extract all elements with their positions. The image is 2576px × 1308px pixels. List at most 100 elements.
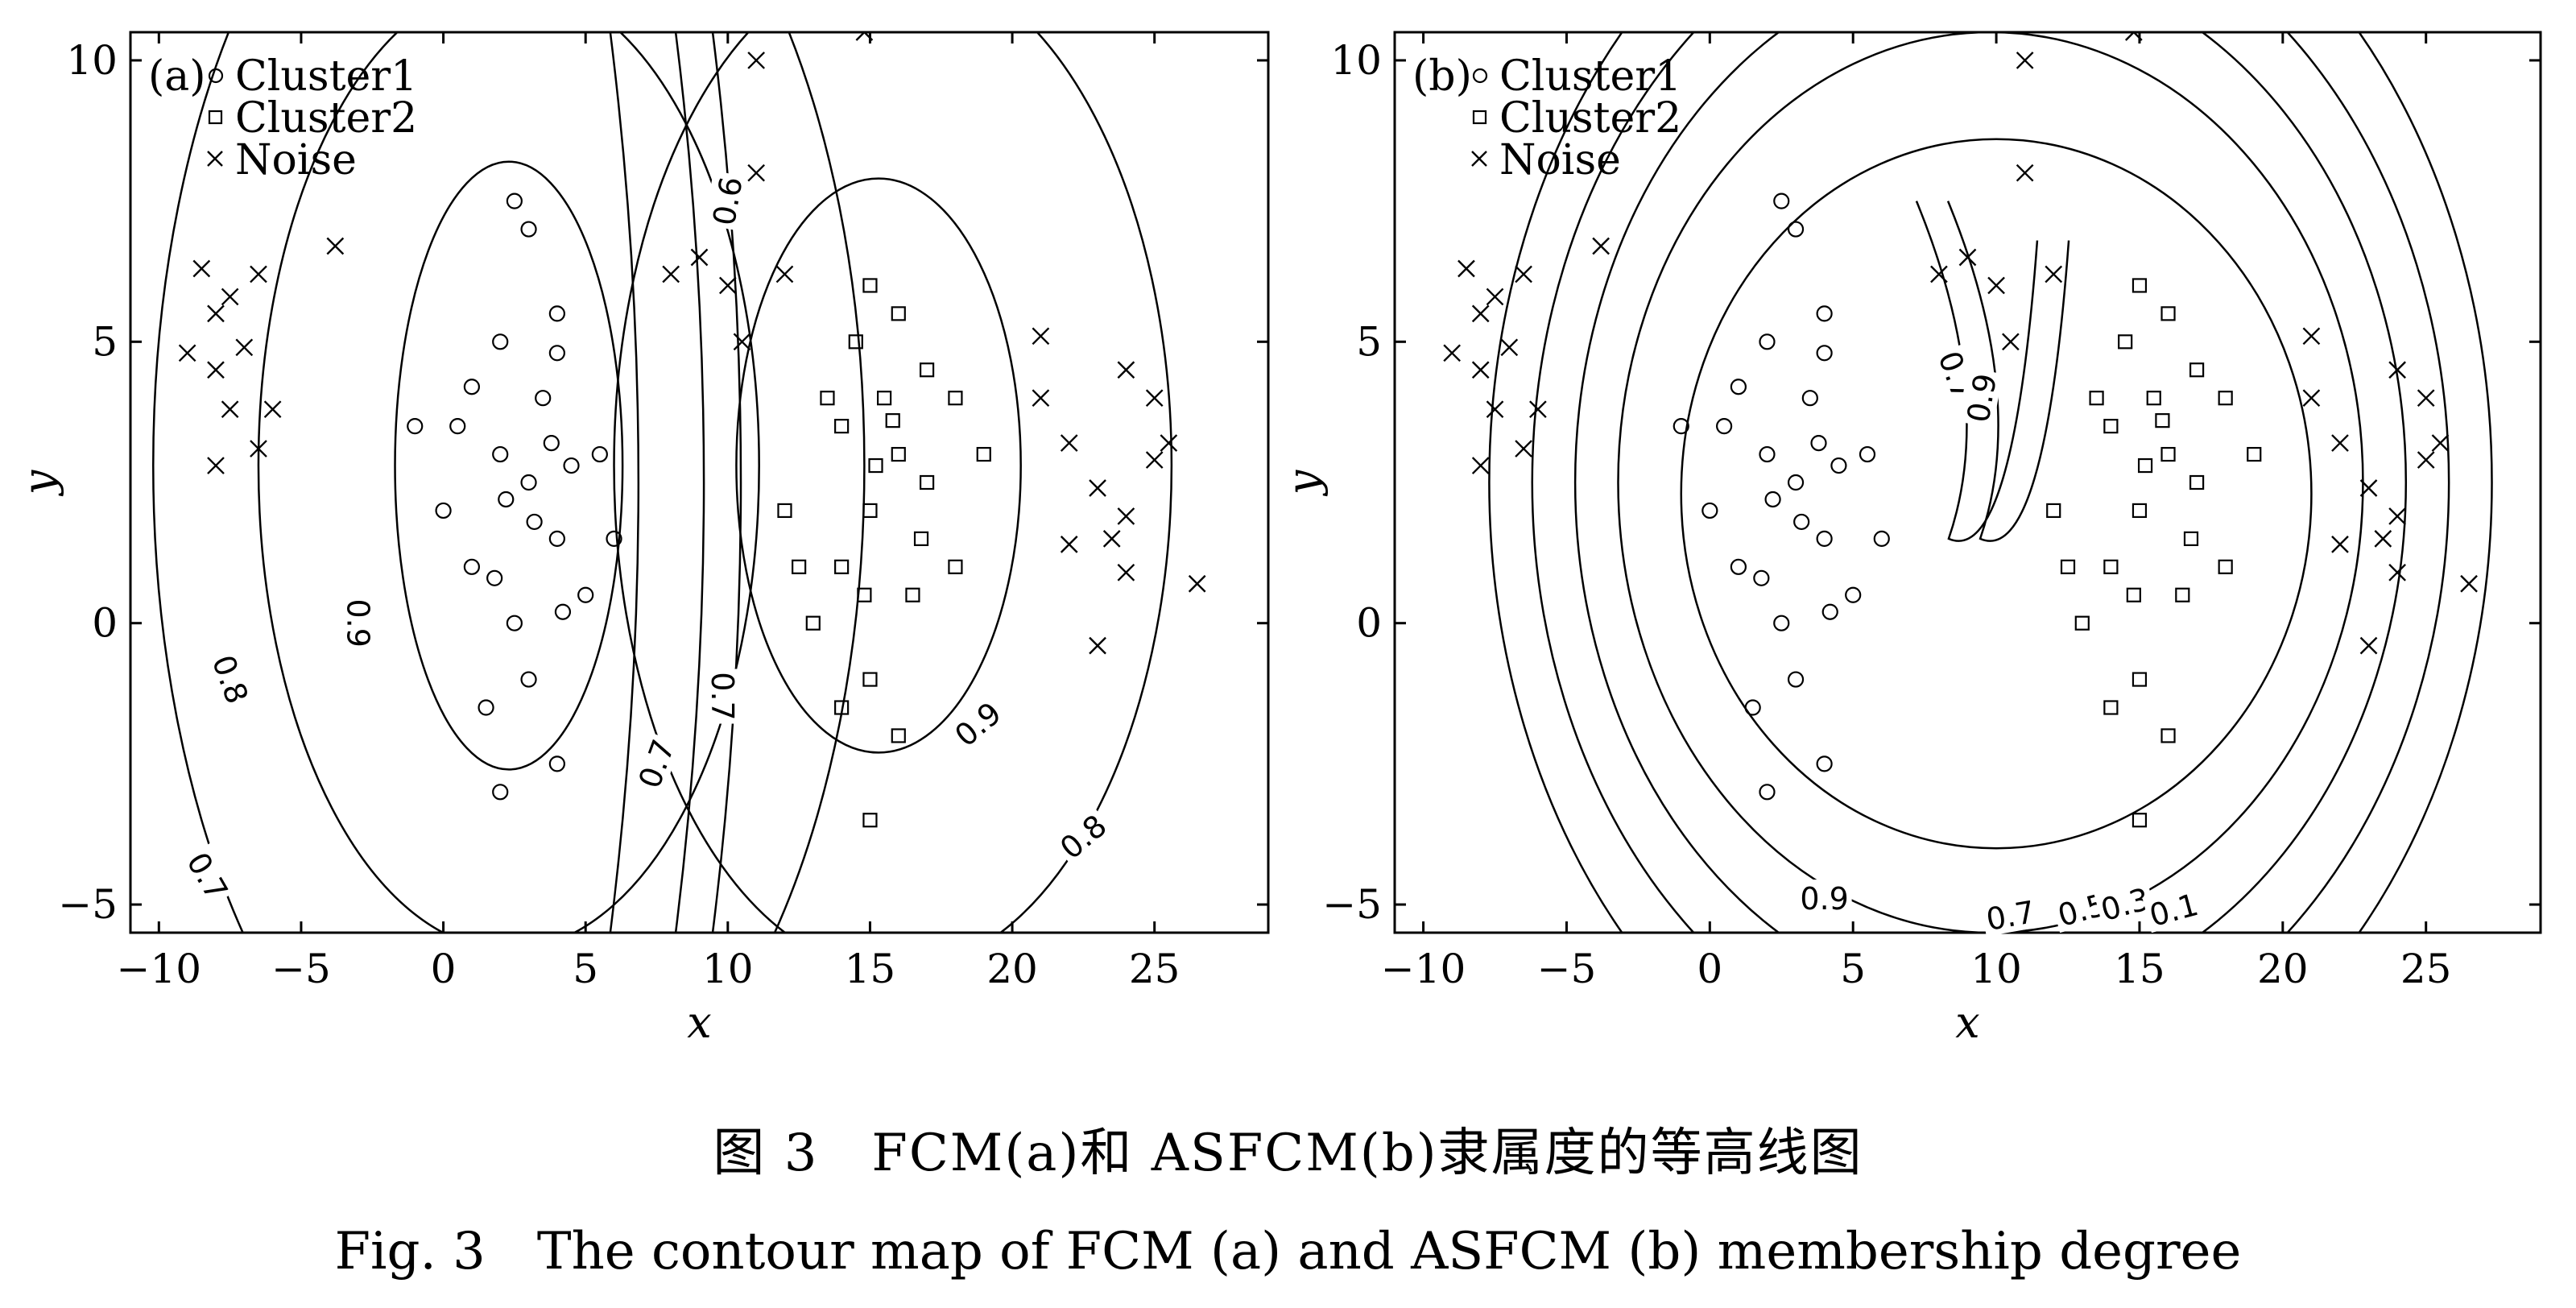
cluster2-point [2074, 615, 2090, 631]
noise-point [1471, 304, 1490, 323]
y-tick-label: 0 [1356, 600, 1382, 647]
noise-point [855, 32, 874, 41]
legend-symbol-square [1472, 110, 1487, 125]
cluster1-point [1845, 586, 1862, 603]
noise-point [690, 248, 709, 267]
noise-point [2124, 32, 2143, 41]
contour-label-bg [1797, 880, 1852, 916]
cluster1-point [1773, 615, 1790, 631]
contour-label-bg [2094, 879, 2156, 928]
noise-point [1529, 400, 1547, 419]
contour-label: 0.9 [1960, 371, 2003, 425]
cluster2-point [2218, 559, 2233, 574]
noise-point [221, 400, 239, 419]
cluster1-point [478, 699, 494, 716]
cluster2-point [862, 503, 878, 519]
noise-point [207, 304, 225, 323]
cluster2-point [2046, 503, 2061, 519]
contour-label: 0.6 [706, 174, 750, 228]
noise-point [733, 333, 751, 351]
y-tick-label: 10 [1330, 37, 1382, 84]
noise-point [1188, 574, 1206, 593]
cluster1-point [563, 457, 580, 474]
noise-point [1160, 434, 1178, 452]
cluster2-point [2183, 531, 2199, 546]
noise-point [2331, 536, 2349, 553]
cluster1-point [449, 418, 466, 435]
noise-point [2002, 333, 2020, 351]
noise-point [2388, 361, 2406, 379]
contour-line [735, 177, 1022, 754]
cluster1-point [591, 445, 608, 463]
cluster2-point [2118, 334, 2133, 350]
cluster1-point [1816, 305, 1833, 322]
noise-point [1089, 636, 1106, 655]
cluster2-point [2160, 306, 2176, 321]
noise-point [1443, 344, 1461, 362]
contour-lines [152, 32, 1173, 933]
cluster2-point [2103, 419, 2119, 434]
legend-symbol-circle [208, 68, 224, 84]
contour-label-bg [629, 731, 681, 796]
plot-frame [129, 31, 1270, 934]
cluster1-point [506, 615, 523, 631]
cluster2-point [2247, 446, 2262, 462]
noise-point [718, 276, 737, 295]
cluster1-point [520, 671, 537, 688]
contour-line [1915, 201, 2039, 542]
noise-point [1458, 259, 1475, 278]
cluster1-point [1821, 603, 1838, 620]
contour-line [257, 32, 760, 933]
data-points [178, 32, 1206, 828]
x-tick-label: 5 [573, 946, 598, 992]
x-tick-label: 0 [431, 946, 457, 992]
noise-point [1145, 389, 1164, 408]
noise-point [662, 265, 680, 284]
cluster1-point [1759, 784, 1776, 801]
cluster2-point [805, 615, 821, 631]
cluster2-point [777, 503, 792, 519]
cluster1-point [1730, 558, 1747, 575]
noise-point [1060, 536, 1078, 553]
cluster1-point [1716, 418, 1733, 435]
cluster2-point [891, 728, 906, 743]
panel-label: (b) [1412, 52, 1472, 101]
contour-label-bg [945, 692, 1010, 755]
cluster1-point [407, 418, 424, 435]
cluster2-point [2160, 446, 2176, 462]
cluster2-point [820, 391, 835, 406]
legend-symbol-circle [1472, 68, 1488, 84]
noise-point [178, 344, 196, 362]
cluster1-point [1730, 379, 1747, 395]
data-points [1443, 32, 2478, 828]
contour-line [674, 32, 705, 933]
cluster1-point [606, 530, 622, 547]
contour-line [1617, 32, 2364, 933]
noise-point [2016, 52, 2034, 69]
legend-label: Cluster1 [1499, 52, 1681, 101]
x-tick-label: 15 [845, 946, 896, 992]
cluster2-point [2218, 391, 2233, 406]
cluster1-point [1793, 513, 1810, 531]
noise-point [2460, 574, 2478, 593]
cluster1-point [1673, 418, 1689, 435]
noise-point [2417, 451, 2435, 469]
noise-point [2016, 164, 2034, 182]
contour-label-bg [341, 595, 378, 651]
contour-label-bg [180, 842, 238, 909]
cluster2-point [2103, 700, 2119, 715]
cluster2-point [948, 391, 963, 406]
cluster2-point [2146, 391, 2161, 406]
cluster1-point [548, 755, 565, 772]
noise-point [2331, 434, 2349, 452]
cluster2-point [2132, 503, 2148, 519]
legend-symbol-cross [1471, 151, 1487, 167]
x-tick-label: −5 [1537, 946, 1597, 992]
cluster2-point [792, 559, 807, 574]
cluster2-point [2089, 391, 2104, 406]
cluster2-point [2103, 559, 2119, 574]
noise-point [2302, 389, 2321, 408]
noise-point [326, 237, 345, 255]
cluster1-point [1816, 755, 1833, 772]
cluster1-point [498, 490, 515, 508]
